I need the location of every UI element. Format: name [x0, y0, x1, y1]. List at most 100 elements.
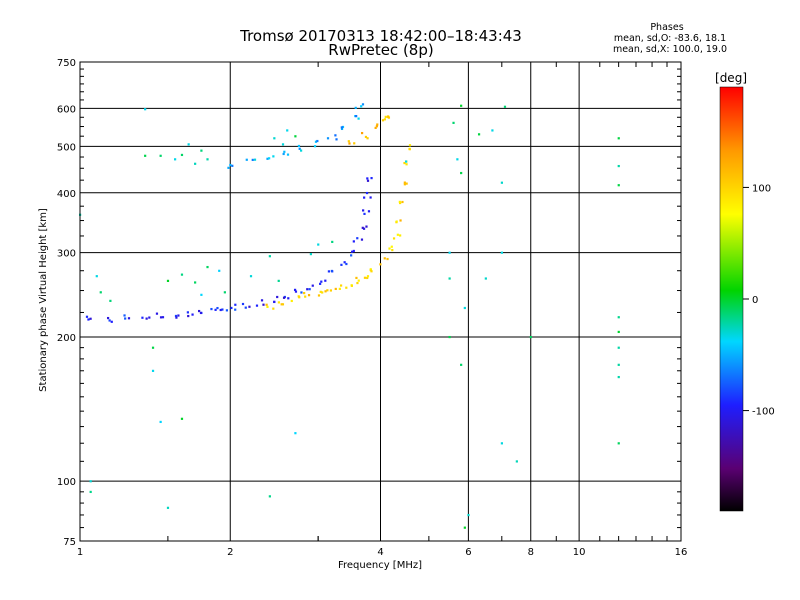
echo-point [334, 287, 337, 291]
echo-point [340, 127, 344, 131]
y-tick-label: 200 [57, 333, 76, 344]
echo-point [286, 153, 290, 156]
colorbar-ticks: 100 0 -100 [743, 183, 775, 418]
echo-point [268, 255, 271, 258]
echo-point [281, 143, 285, 146]
echo-point [127, 317, 131, 320]
echo-point [294, 290, 298, 293]
echo-point [273, 300, 276, 303]
echo-point [294, 135, 297, 138]
echo-point [339, 284, 343, 287]
echo-point [281, 303, 285, 306]
echo-point [194, 162, 197, 165]
echo-point [491, 129, 494, 132]
echo-point [367, 210, 371, 213]
echo-point [343, 261, 346, 264]
echo-point [617, 316, 620, 319]
echo-point [361, 103, 365, 106]
echo-point [326, 137, 330, 140]
echo-point [331, 240, 334, 244]
echo-point [108, 319, 111, 322]
echo-point [320, 280, 323, 283]
echo-point [401, 200, 404, 204]
echo-point [200, 149, 203, 152]
chart-title-line1: Tromsø 20170313 18:42:00–18:43:43 [240, 27, 522, 45]
echo-point [356, 281, 359, 285]
echo-point [357, 117, 360, 120]
echo-point [405, 182, 408, 185]
echo-point [403, 183, 406, 186]
echo-point [231, 164, 234, 167]
echo-points [79, 103, 620, 529]
echo-point [405, 160, 408, 163]
echo-point [206, 265, 209, 269]
echo-point [159, 420, 162, 424]
echo-point [187, 143, 190, 146]
echo-point [617, 137, 620, 140]
echo-point [89, 317, 92, 320]
echo-point [324, 290, 327, 293]
echo-point [298, 147, 301, 150]
echo-point [316, 139, 319, 143]
echo-point [229, 163, 232, 167]
x-axis-ticks: 1 2 4 6 8 10 16 [77, 62, 687, 558]
echo-point [351, 250, 354, 253]
echo-point [383, 257, 386, 260]
colorbar-bracket-close: ] [742, 71, 747, 85]
echo-point [287, 297, 290, 300]
echo-point [403, 161, 406, 165]
grid-lines [80, 62, 681, 541]
colorbar-label: [deg] [715, 71, 747, 85]
echo-point [360, 238, 364, 241]
y-axis-ticks: 75 100 200 300 400 500 600 750 [57, 58, 681, 548]
x-tick-label: 2 [227, 547, 233, 558]
echo-point [262, 303, 265, 306]
echo-point [166, 279, 170, 282]
echo-point [341, 125, 345, 129]
y-tick-label: 750 [57, 58, 76, 69]
echo-point [390, 245, 393, 248]
echo-point [294, 432, 297, 435]
echo-point [348, 142, 351, 145]
echo-point [109, 299, 112, 302]
echo-point [89, 490, 92, 494]
echo-point [319, 282, 322, 285]
echo-point [300, 291, 303, 294]
echo-point [366, 275, 370, 278]
plot-frame [79, 61, 682, 542]
echo-point [230, 306, 233, 310]
echo-point [251, 158, 254, 161]
echo-point [392, 237, 396, 240]
echo-point [225, 309, 229, 312]
echo-point [311, 284, 314, 287]
echo-point [265, 303, 268, 306]
echo-point [330, 269, 333, 273]
echo-point [324, 279, 327, 282]
echo-point [141, 316, 144, 319]
x-tick-label: 8 [528, 547, 534, 558]
echo-point [362, 209, 365, 212]
echo-point [309, 253, 312, 256]
echo-point [335, 138, 338, 141]
echo-point [365, 191, 369, 195]
y-tick-label: 600 [57, 104, 76, 115]
echo-point [356, 237, 359, 240]
echo-point [369, 196, 372, 199]
echo-point [173, 158, 177, 161]
echo-point [308, 288, 311, 291]
echo-point [350, 284, 353, 287]
echo-point [148, 316, 151, 319]
echo-point [366, 276, 369, 280]
echo-point [255, 304, 259, 307]
echo-point [277, 279, 280, 282]
x-tick-label: 1 [77, 547, 83, 558]
echo-point [85, 315, 89, 318]
x-axis-label: Frequency [MHz] [338, 560, 422, 571]
x-tick-label: 6 [465, 547, 471, 558]
echo-point [381, 119, 385, 122]
echo-point [282, 296, 286, 299]
echo-point [306, 288, 309, 291]
echo-point [477, 133, 481, 136]
echo-point [293, 288, 297, 291]
echo-point [290, 299, 293, 303]
